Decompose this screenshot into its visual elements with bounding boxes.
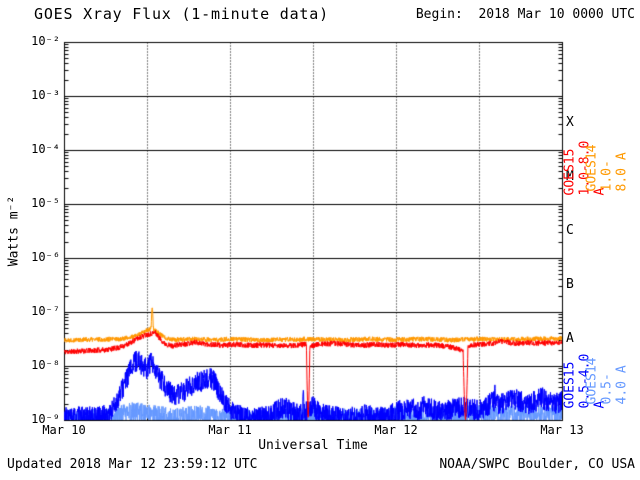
y-tick-label: 10⁻⁵ <box>31 196 60 210</box>
y-tick-label: 10⁻² <box>31 34 60 48</box>
flare-class-label: B <box>566 277 574 292</box>
chart-title: GOES Xray Flux (1-minute data) <box>34 5 329 23</box>
begin-timestamp: Begin: 2018 Mar 10 0000 UTC <box>415 7 635 22</box>
updated-timestamp: Updated 2018 Mar 12 23:59:12 UTC <box>7 457 258 472</box>
flare-class-label: C <box>566 223 574 238</box>
x-tick-label: Mar 11 <box>208 423 252 437</box>
flare-class-label: A <box>566 331 574 346</box>
y-tick-label: 10⁻⁸ <box>31 358 60 372</box>
y-tick-label: 10⁻⁶ <box>31 250 60 264</box>
series-legend-label: GOES14 0.5-4.0 A <box>584 357 630 405</box>
credit-text: NOAA/SWPC Boulder, CO USA <box>439 457 635 472</box>
flare-class-label: X <box>566 115 574 130</box>
y-tick-label: 10⁻⁷ <box>31 304 60 318</box>
x-axis-label: Universal Time <box>258 438 368 453</box>
flare-class-label: M <box>566 169 574 184</box>
x-tick-label: Mar 12 <box>374 423 418 437</box>
x-tick-label: Mar 10 <box>42 423 86 437</box>
y-tick-label: 10⁻⁹ <box>31 412 60 426</box>
y-tick-label: 10⁻⁴ <box>31 142 60 156</box>
y-tick-label: 10⁻³ <box>31 88 60 102</box>
series-legend-label: GOES14 1.0-8.0 A <box>584 144 630 192</box>
x-tick-label: Mar 13 <box>540 423 584 437</box>
